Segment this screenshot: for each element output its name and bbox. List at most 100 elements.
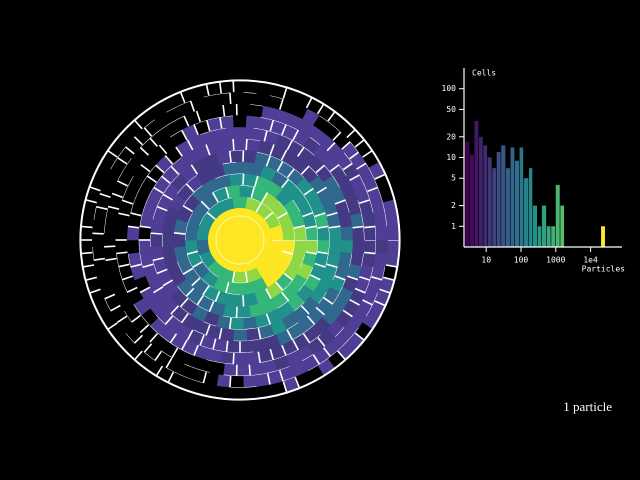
y-axis-label: Cells [472,69,496,78]
maze-wall [89,186,101,192]
maze-wall [152,257,164,262]
maze-wall [222,104,226,117]
maze-wall [250,186,256,199]
maze-wall [141,263,154,269]
bar [601,226,605,247]
bar [483,145,488,247]
bar [529,168,533,247]
maze-wall [352,225,365,229]
maze-cell [363,226,377,241]
maze-wall [171,347,179,359]
maze-cell [222,103,238,117]
maze-wall [362,299,374,306]
maze-wall [306,315,316,326]
maze-wall [199,334,205,347]
maze-cell [126,226,140,241]
maze-wall [248,364,251,377]
maze-wall [316,103,325,115]
maze-wall [364,225,376,229]
maze-wall [255,201,263,213]
maze-wall [347,275,359,281]
maze-wall [312,354,321,366]
maze-wall [80,251,93,255]
maze-wall [186,250,199,256]
maze-wall [156,268,168,275]
maze-cell [361,212,377,228]
maze-wall [105,257,117,262]
maze-wall [169,333,178,344]
maze-wall [158,144,168,155]
maze-wall [265,155,272,167]
maze-wall [359,276,371,281]
maze-cell [216,374,232,388]
maze-cell [103,219,117,235]
maze-wall [80,225,93,229]
maze-wall [309,274,322,281]
maze-wall [317,225,330,229]
maze-wall [92,232,104,235]
maze-wall [205,119,211,132]
maze-wall [326,263,339,269]
maze-wall [329,225,341,229]
maze-core-ring [215,215,265,265]
maze-wall [374,173,386,180]
maze-cell [232,138,248,151]
maze-cell [229,149,244,163]
maze-cell [222,363,238,377]
maze-wall [276,160,284,172]
maze-cell [91,219,106,235]
maze-wall [292,339,300,351]
y-tick-label: 100 [442,84,457,93]
maze-cell [232,352,248,366]
bar [537,226,542,247]
maze-wall [349,298,361,306]
bar [496,152,501,247]
maze-wall [235,306,238,319]
bar [514,160,519,247]
maze-wall [257,327,262,340]
maze-wall [173,231,186,235]
x-tick-label: 100 [514,256,529,265]
bar [474,120,479,247]
maze-wall [121,199,133,205]
maze-cell [387,226,400,241]
maze-wall [279,370,284,382]
maze-wall [315,164,326,174]
maze-wall [337,350,347,361]
maze-cell [236,364,251,377]
x-tick-label: 1000 [546,256,565,265]
maze-wall [229,92,232,104]
maze-wall [82,264,95,268]
maze-wall [286,139,294,151]
maze-wall [205,143,211,156]
maze-wall [342,162,354,171]
maze-wall [116,180,128,187]
maze-wall [149,333,159,343]
maze-cell [229,375,244,389]
maze-wall [293,224,306,229]
maze-wall [286,167,296,179]
maze-wall [103,245,116,248]
y-tick-label: 10 [446,153,456,162]
maze-cell [232,114,248,128]
maze-wall [149,137,159,147]
maze-wall [232,138,235,151]
maze-cell [245,115,261,129]
maze-wall [266,373,271,386]
maze-wall [286,329,294,341]
maze-wall [302,211,314,218]
maze-wall [326,211,339,217]
maze-wall [155,365,164,377]
maze-cell [242,375,258,389]
maze-wall [115,251,128,255]
maze-wall [359,199,371,204]
maze-wall [316,186,328,194]
maze-wall [281,178,290,189]
maze-wall [305,251,318,255]
maze-wall [281,123,287,136]
maze-cell [375,226,389,241]
maze-wall [282,381,288,393]
maze-wall [208,301,215,313]
bar [487,157,492,247]
